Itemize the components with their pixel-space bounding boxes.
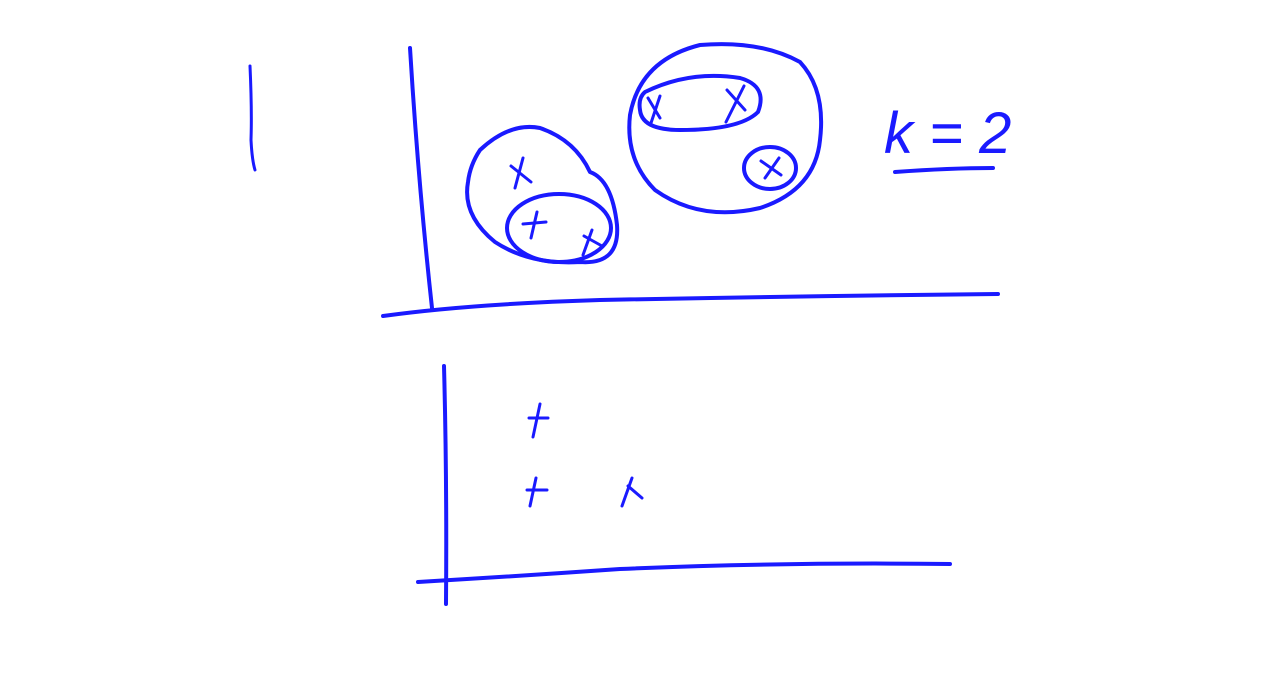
point-marker <box>509 156 533 190</box>
cluster-right-outer <box>627 42 824 215</box>
k-underline <box>893 166 995 174</box>
k-annotation: k = 2 <box>884 101 1011 174</box>
top-y-axis <box>408 46 434 310</box>
cluster-left-inner <box>505 192 613 264</box>
point-marker <box>525 476 549 508</box>
bottom-plot <box>416 364 952 606</box>
point-marker <box>646 94 662 125</box>
point-marker <box>724 84 747 124</box>
cluster-right-inner <box>637 73 763 132</box>
point-marker <box>521 210 548 240</box>
cluster-right-singleton <box>742 145 798 191</box>
cluster-left-outer <box>465 125 620 265</box>
top-plot <box>381 42 1000 318</box>
top-x-axis <box>381 292 1000 318</box>
point-marker <box>527 402 550 439</box>
bottom-y-axis <box>442 364 449 606</box>
stray-stroke <box>248 64 257 172</box>
point-marker <box>620 476 644 508</box>
point-marker <box>759 156 783 180</box>
point-marker <box>581 228 604 257</box>
bottom-x-axis <box>416 561 952 584</box>
k-label: k = 2 <box>884 101 1011 166</box>
